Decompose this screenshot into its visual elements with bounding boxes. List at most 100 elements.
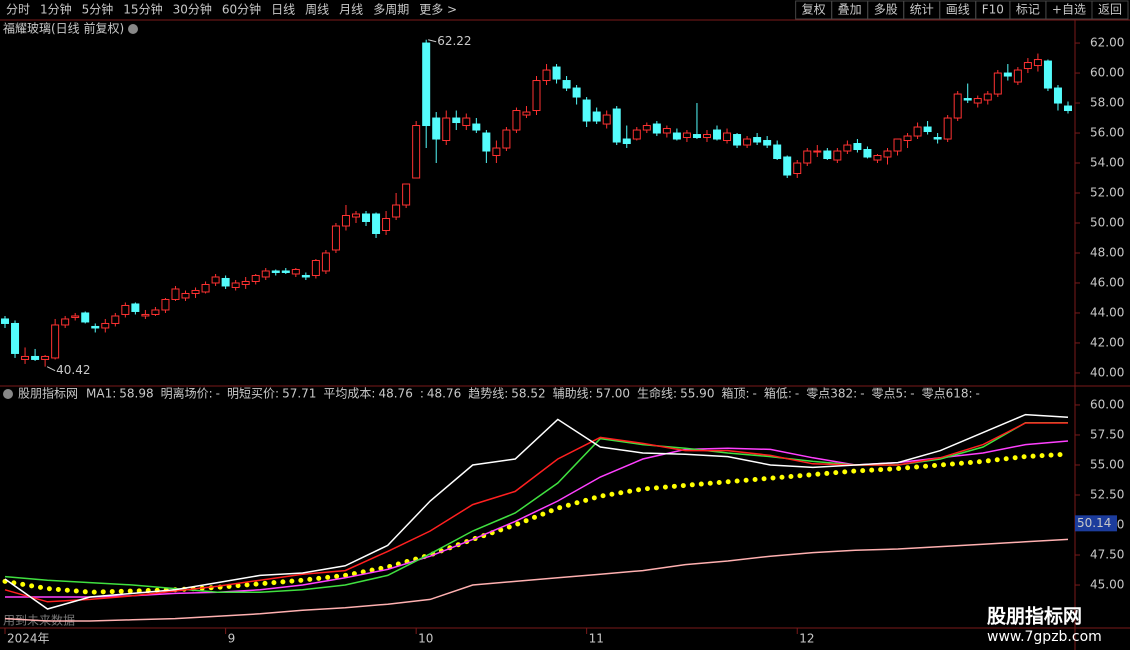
toolbar-button-frame[interactable] <box>795 0 833 20</box>
candle-body <box>1043 60 1052 89</box>
x-tick-label: 11 <box>589 632 604 646</box>
candle-body <box>1053 87 1062 104</box>
legend-value: - <box>860 387 864 401</box>
candle-body <box>893 138 902 152</box>
y-tick-label: 42.00 <box>1090 335 1124 349</box>
candle-body <box>652 123 661 134</box>
candle-body <box>231 282 240 288</box>
candle-body <box>11 322 20 354</box>
toolbar-button[interactable]: 复权 <box>802 3 826 17</box>
candle-body <box>1 318 9 324</box>
candle-body <box>482 132 491 152</box>
candle-body <box>171 288 180 300</box>
candle-body <box>241 280 250 285</box>
candle-body <box>733 134 742 146</box>
candle-body <box>602 114 611 125</box>
y-tick-label: 45.00 <box>1090 578 1124 592</box>
legend-value: 48.76 <box>378 387 412 401</box>
candle-body <box>291 268 300 275</box>
toolbar-button[interactable]: 画线 <box>946 3 970 17</box>
candle-body <box>743 138 752 146</box>
indicator-icon[interactable] <box>3 389 13 399</box>
watermark-title: 股朋指标网 <box>987 606 1082 628</box>
candle-body <box>853 143 862 151</box>
toolbar-tab[interactable]: 5分钟 <box>82 2 114 17</box>
candle-body <box>1023 62 1032 70</box>
x-tick-label: 12 <box>799 632 814 646</box>
candle-body <box>101 322 110 329</box>
legend-value: 48.76 <box>427 387 461 401</box>
candle-body <box>462 117 471 127</box>
y-tick-label: 55.00 <box>1090 457 1124 471</box>
candle-body <box>111 315 120 324</box>
toolbar-tab[interactable]: 月线 <box>339 3 363 17</box>
candle-body <box>933 137 942 140</box>
title-icon[interactable] <box>128 24 138 34</box>
y-tick-label: 52.50 <box>1090 487 1124 501</box>
candle-body <box>923 126 932 133</box>
toolbar-tab[interactable]: 周线 <box>305 3 329 17</box>
candle-body <box>492 147 501 157</box>
candle-body <box>793 162 802 175</box>
candle-body <box>572 87 581 98</box>
annotation-pointer <box>46 366 56 372</box>
legend-label: 明短买价: <box>227 387 279 401</box>
current-value-box <box>1075 515 1117 532</box>
x-tick-label: 10 <box>418 632 433 646</box>
toolbar-button[interactable]: 叠加 <box>838 3 862 17</box>
legend-label: 辅助线: <box>553 387 593 401</box>
candle-body <box>713 129 722 140</box>
indicator-line <box>4 538 1069 622</box>
candle-body <box>552 66 561 80</box>
candle-body <box>883 150 892 158</box>
toolbar-tab[interactable]: 日线 <box>271 3 295 17</box>
candle-body <box>662 128 671 134</box>
legend-label: 趋势线: <box>468 387 508 401</box>
candle-body <box>723 132 732 142</box>
candle-body <box>642 125 651 131</box>
candle-body <box>502 129 511 149</box>
toolbar-tab[interactable]: 1分钟 <box>40 2 72 17</box>
candle-body <box>201 283 210 293</box>
candle-body <box>392 204 401 218</box>
candle-body <box>261 270 270 278</box>
candle-body <box>562 80 571 89</box>
y-tick-label: 54.00 <box>1090 156 1124 170</box>
candle-body <box>472 123 481 131</box>
toolbar-tab[interactable]: 60分钟 <box>222 2 261 17</box>
y-tick-label: 58.00 <box>1090 96 1124 110</box>
candle-body <box>632 129 641 140</box>
y-tick-label: 48.00 <box>1090 245 1124 259</box>
toolbar-button[interactable]: F10 <box>982 3 1004 17</box>
candle-body <box>311 259 320 276</box>
indicator-line <box>4 413 1069 610</box>
candle-body <box>21 355 30 360</box>
toolbar-button[interactable]: 统计 <box>910 3 934 17</box>
toolbar-tab[interactable]: 分时 <box>6 3 30 17</box>
toolbar-button[interactable]: 返回 <box>1098 3 1122 17</box>
toolbar-tab[interactable]: 30分钟 <box>173 2 212 17</box>
candle-body <box>422 42 431 127</box>
toolbar-tab[interactable]: 15分钟 <box>123 2 162 17</box>
legend-label: 生命线: <box>637 386 677 401</box>
candle-body <box>442 117 451 142</box>
candle-body <box>432 117 441 140</box>
legend-label: 箱顶: <box>721 386 749 401</box>
candle-body <box>81 312 90 323</box>
toolbar-tab[interactable]: 更多 > <box>419 3 457 17</box>
candle-body <box>702 134 711 139</box>
candle-body <box>402 183 411 206</box>
toolbar-button[interactable]: 标记 <box>1016 3 1040 17</box>
candle-body <box>903 135 912 142</box>
candle-body <box>41 355 50 360</box>
candle-body <box>682 132 691 139</box>
candle-body <box>773 144 782 160</box>
toolbar-button[interactable]: +自选 <box>1052 3 1086 17</box>
legend-value: - <box>216 387 220 401</box>
candle-body <box>221 277 230 287</box>
toolbar-tab[interactable]: 多周期 <box>373 3 409 17</box>
toolbar-button[interactable]: 多股 <box>874 3 898 17</box>
legend-label: 零点382: <box>806 387 857 401</box>
candle-body <box>542 69 551 82</box>
